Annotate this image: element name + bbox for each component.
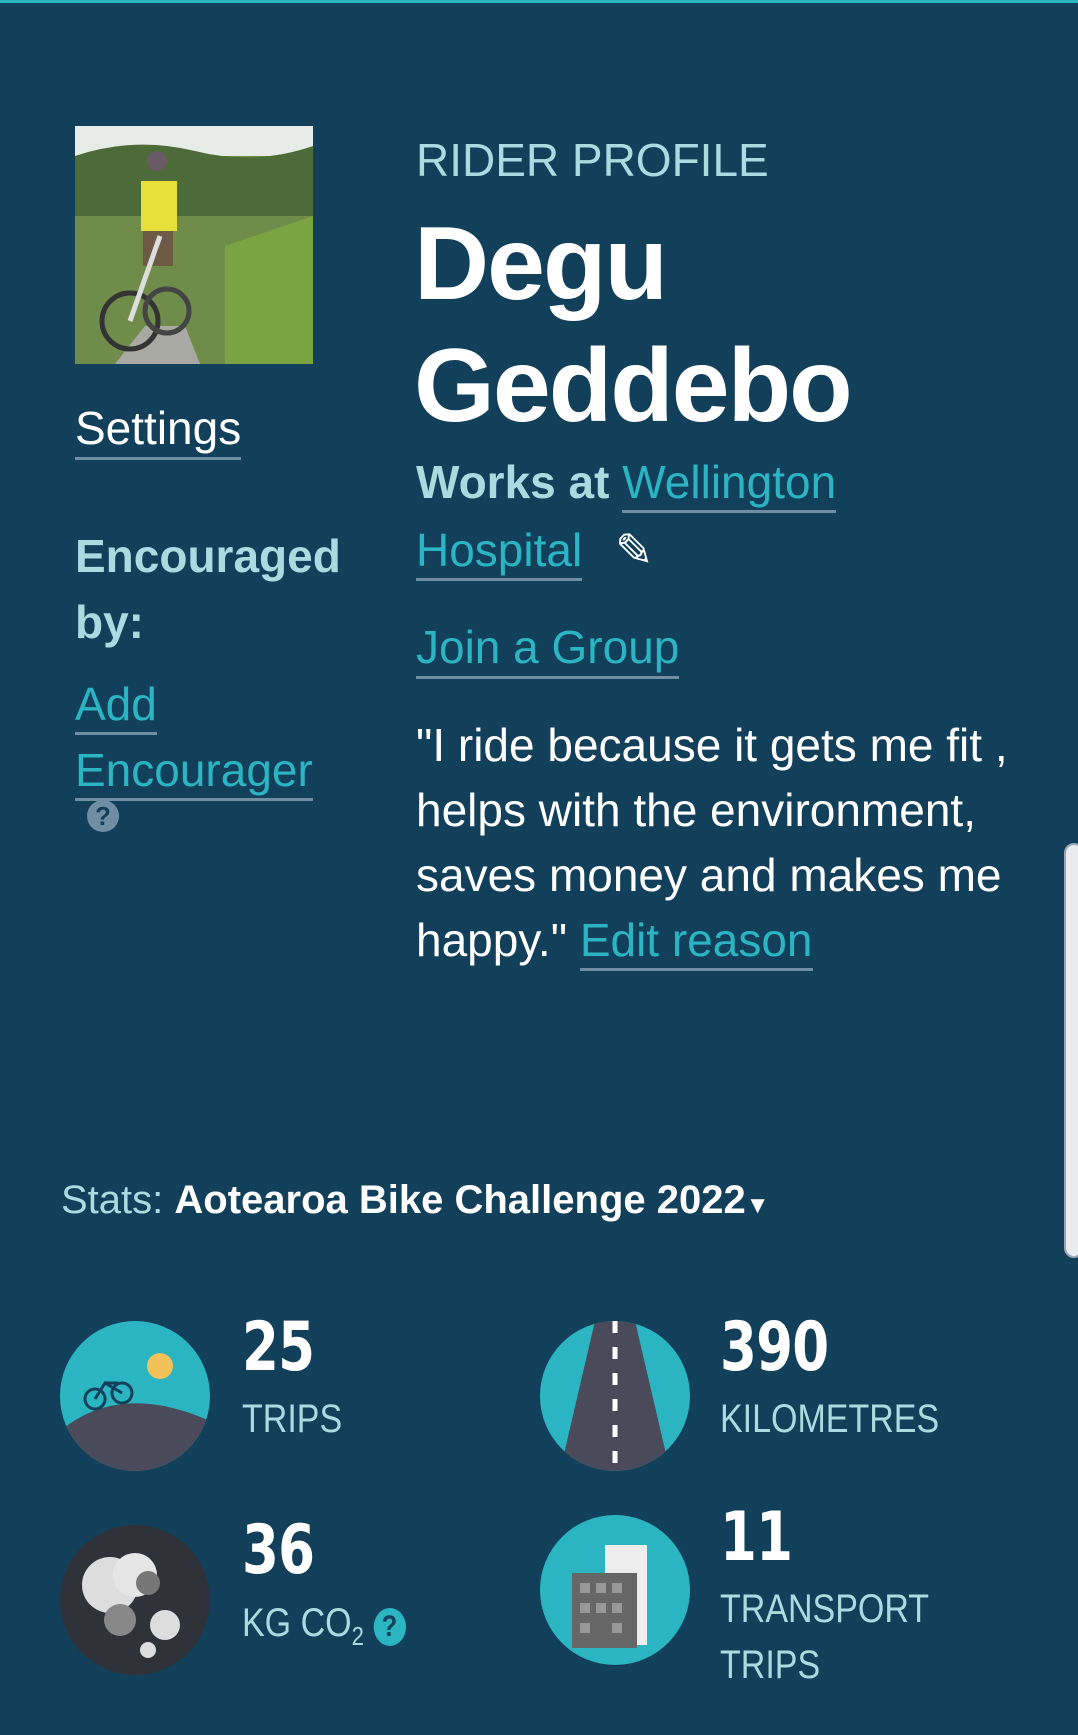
workplace-link-1[interactable]: Wellington — [622, 456, 837, 513]
transport-trips-label: TRANSPORT TRIPS — [720, 1581, 929, 1693]
smoke-cloud-icon — [60, 1525, 210, 1675]
co2-label-text: KG CO — [242, 1601, 352, 1645]
help-icon[interactable]: ? — [87, 800, 119, 832]
section-label: RIDER PROFILE — [416, 134, 769, 186]
stats-label: Stats: — [61, 1178, 164, 1222]
last-name: Geddebo — [414, 328, 853, 444]
workplace-link-2[interactable]: Hospital — [416, 524, 583, 581]
kilometres-label: KILOMETRES — [720, 1397, 940, 1441]
building-icon — [540, 1515, 690, 1665]
join-group-link[interactable]: Join a Group — [416, 620, 680, 679]
riding-reason: "I ride because it gets me fit , helps w… — [416, 713, 1016, 973]
first-name: Degu — [414, 206, 668, 322]
trips-label: TRIPS — [242, 1397, 343, 1441]
reason-text: "I ride because it gets me fit , helps w… — [416, 719, 1008, 966]
settings-link[interactable]: Settings — [75, 401, 242, 460]
works-at-label: Works at — [416, 456, 610, 508]
kilometres-value: 390 — [720, 1308, 829, 1387]
profile-photo — [75, 126, 313, 364]
add-encourager-link[interactable]: Add Encourager — [75, 671, 313, 803]
road-icon — [540, 1321, 690, 1471]
transport-label-line1: TRANSPORT — [720, 1587, 930, 1631]
encouraged-by-label: Encouraged by: — [75, 530, 341, 648]
add-encourager-line2[interactable]: Encourager — [75, 744, 313, 801]
bike-hill-sun-icon — [60, 1321, 210, 1471]
challenge-select[interactable]: Aotearoa Bike Challenge 2022 — [174, 1178, 746, 1222]
rider-name: Degu Geddebo — [414, 203, 853, 447]
trips-value: 25 — [242, 1308, 315, 1387]
workplace: Works at Wellington Hospital ✎ — [416, 448, 976, 584]
co2-value: 36 — [242, 1511, 315, 1590]
chevron-down-icon[interactable]: ▼ — [745, 1192, 770, 1219]
transport-label-line2: TRIPS — [720, 1643, 821, 1687]
add-encourager-line1[interactable]: Add — [75, 678, 157, 735]
co2-subscript: 2 — [351, 1621, 364, 1651]
help-icon[interactable]: ? — [373, 1608, 406, 1646]
edit-pencil-icon[interactable]: ✎ — [614, 524, 654, 576]
edit-reason-link[interactable]: Edit reason — [579, 914, 813, 971]
stats-header: Stats: Aotearoa Bike Challenge 2022▼ — [61, 1178, 770, 1223]
scrollbar[interactable] — [1064, 843, 1078, 1258]
co2-label: KG CO2 ? — [242, 1595, 406, 1664]
transport-trips-value: 11 — [720, 1498, 793, 1577]
